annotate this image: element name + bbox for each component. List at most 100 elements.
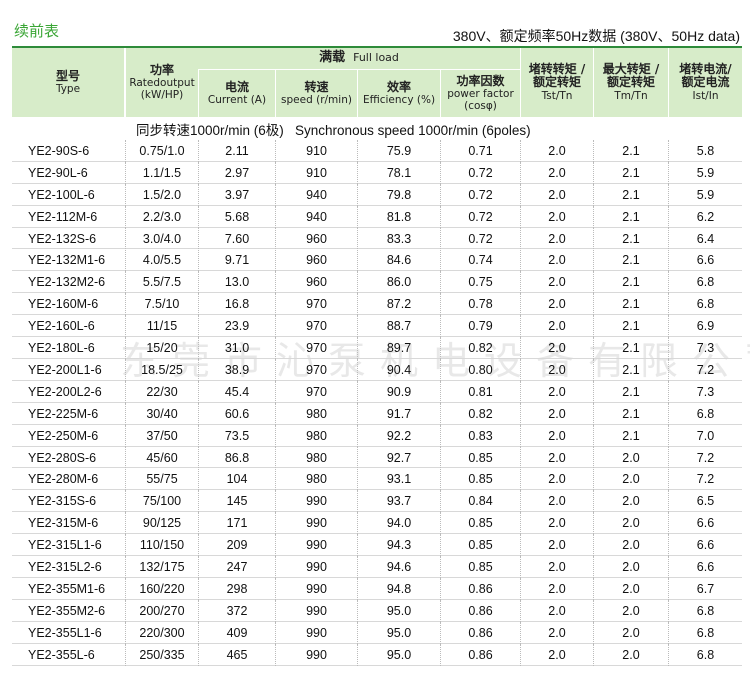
table-cell: 940	[275, 183, 357, 206]
table-cell: 980	[275, 424, 357, 447]
row-line	[12, 162, 742, 184]
table-cell: 980	[275, 468, 357, 491]
table-cell: 2.0	[593, 468, 668, 491]
table-cell: 6.2	[668, 205, 742, 228]
header-cell: 型号 Type	[12, 48, 124, 117]
table-cell: 990	[275, 512, 357, 535]
table-cell: 2.97	[198, 161, 275, 184]
table-cell: YE2-132M1-6	[28, 253, 106, 268]
header-text: 满载	[319, 50, 346, 66]
table-cell: 2.0	[520, 490, 593, 513]
table-cell: 2.0	[520, 578, 593, 600]
table-cell: 0.80	[440, 359, 520, 381]
table-cell: 970	[275, 293, 357, 316]
table-cell: 86.8	[198, 446, 275, 469]
table-cell: 0.81	[440, 380, 520, 403]
table-cell: 2.1	[593, 227, 668, 250]
table-cell: 2.0	[520, 446, 593, 469]
header-cell: 堵转转矩 / 额定转矩 Tst/Tn	[521, 48, 593, 117]
section-label: 同步转速1000r/min (6极) Synchronous speed 100…	[136, 123, 531, 138]
table-cell: YE2-90S-6	[28, 143, 90, 158]
table-cell: 22/30	[125, 380, 198, 403]
table-cell: YE2-250M-6	[28, 428, 99, 443]
table-cell: 5.8	[668, 140, 742, 162]
header-cell: 效率 Efficiency (%)	[358, 70, 440, 117]
header-text: 额定转矩	[532, 75, 581, 90]
table-cell: 90.9	[357, 380, 440, 403]
table-cell: 0.79	[440, 315, 520, 338]
top-rule	[12, 46, 742, 48]
table-cell: YE2-355L-6	[28, 647, 95, 662]
table-cell: 2.1	[593, 424, 668, 447]
table-cell: YE2-100L-6	[28, 187, 95, 202]
table-cell: 0.75/1.0	[125, 140, 198, 162]
table-cell: 970	[275, 315, 357, 338]
table-cell: 0.74	[440, 249, 520, 272]
table-cell: 970	[275, 380, 357, 403]
table-cell: 6.9	[668, 315, 742, 338]
table-cell: 75.9	[357, 140, 440, 162]
table-cell: 910	[275, 161, 357, 184]
header-text: Full load	[353, 51, 399, 65]
table-cell: 2.1	[593, 337, 668, 359]
table-cell: YE2-315L2-6	[28, 560, 102, 575]
table-cell: 2.0	[520, 183, 593, 206]
header-cell: 堵转电流/额定电流 Ist/In	[669, 48, 742, 117]
table-cell: 3.0/4.0	[125, 227, 198, 250]
header-text: 效率	[386, 79, 411, 94]
table-cell: 88.7	[357, 315, 440, 338]
table-cell: 30/40	[125, 402, 198, 425]
table-cell: 200/270	[125, 599, 198, 622]
table-cell: YE2-160L-6	[28, 319, 95, 334]
table-cell: 990	[275, 599, 357, 622]
row-line	[12, 250, 742, 272]
table-cell: 0.83	[440, 424, 520, 447]
table-cell: 11/15	[125, 315, 198, 338]
table-cell: 7.60	[198, 227, 275, 250]
row-line	[12, 644, 742, 666]
table-cell: 2.1	[593, 380, 668, 403]
table-cell: 104	[198, 468, 275, 491]
header-cell: 转速 speed (r/min)	[276, 70, 357, 117]
table-cell: 45/60	[125, 446, 198, 469]
table-cell: 2.0	[520, 293, 593, 316]
table-cell: 980	[275, 446, 357, 469]
table-cell: YE2-200L1-6	[28, 362, 102, 377]
row-line	[12, 315, 742, 338]
row-line	[12, 534, 742, 557]
table-cell: 970	[275, 337, 357, 359]
table-cell: 0.71	[440, 140, 520, 162]
header-text: 额定转矩	[606, 75, 655, 90]
table-cell: 2.1	[593, 183, 668, 206]
table-cell: 9.71	[198, 249, 275, 272]
row-line	[12, 293, 742, 316]
table-cell: 45.4	[198, 380, 275, 403]
table-cell: YE2-355M1-6	[28, 581, 106, 596]
header-text: Ist/In	[692, 90, 719, 103]
title: 续前表	[14, 22, 60, 40]
table-cell: 18.5/25	[125, 359, 198, 381]
table-cell: 79.8	[357, 183, 440, 206]
table-cell: 247	[198, 556, 275, 578]
table-cell: 92.7	[357, 446, 440, 469]
table-cell: 7.2	[668, 359, 742, 381]
table-cell: 23.9	[198, 315, 275, 338]
table-cell: 990	[275, 643, 357, 666]
table-cell: 2.0	[520, 271, 593, 294]
table-cell: 145	[198, 490, 275, 513]
table-cell: YE2-132S-6	[28, 231, 97, 246]
table-cell: YE2-280M-6	[28, 472, 99, 487]
table-cell: 90/125	[125, 512, 198, 535]
table-cell: YE2-90L-6	[28, 165, 88, 180]
row-line	[12, 337, 742, 359]
table-cell: 0.85	[440, 534, 520, 557]
table-cell: 91.7	[357, 402, 440, 425]
table-cell: 16.8	[198, 293, 275, 316]
table-cell: 0.85	[440, 468, 520, 491]
table-cell: 94.3	[357, 534, 440, 557]
table-cell: YE2-225M-6	[28, 406, 99, 421]
table-cell: 2.0	[520, 556, 593, 578]
table-cell: 1.5/2.0	[125, 183, 198, 206]
table-cell: 0.72	[440, 227, 520, 250]
table-cell: 990	[275, 556, 357, 578]
